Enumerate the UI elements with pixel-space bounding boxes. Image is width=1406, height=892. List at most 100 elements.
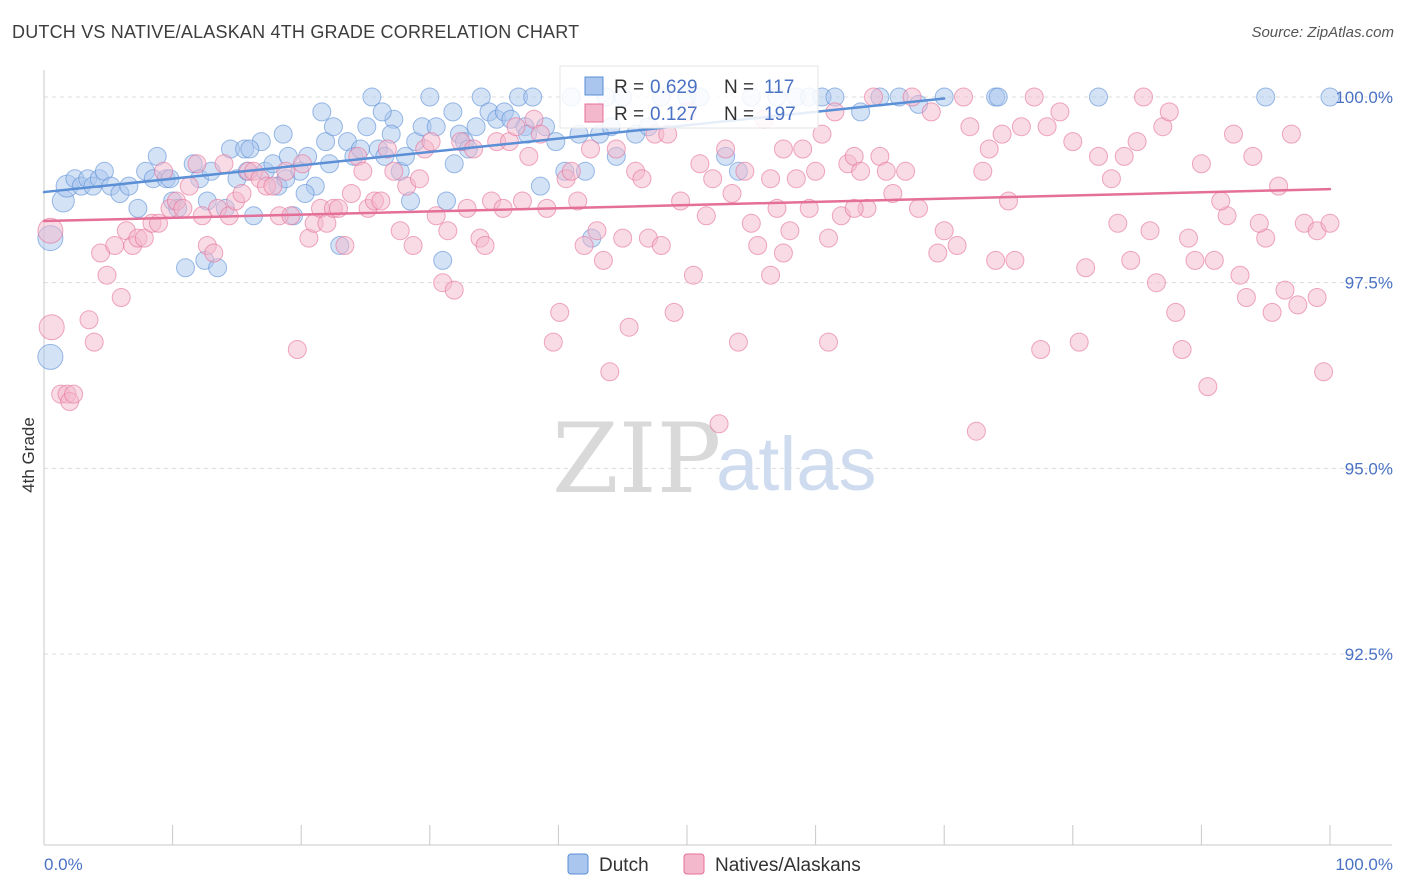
natives-point: [966, 421, 986, 441]
stats-natives-swatch: [584, 103, 604, 123]
natives-point: [1320, 213, 1340, 233]
natives-point: [1146, 273, 1166, 293]
natives-point: [1288, 295, 1308, 315]
natives-point: [1127, 132, 1147, 152]
natives-point: [728, 332, 748, 352]
natives-point: [761, 265, 781, 285]
natives-point: [999, 191, 1018, 211]
natives-point: [1140, 221, 1160, 241]
natives-point: [1191, 154, 1211, 174]
y-tick-label: 97.5%: [1345, 274, 1393, 293]
natives-point: [909, 198, 928, 218]
natives-point: [696, 206, 716, 226]
natives-point: [154, 161, 174, 181]
natives-point: [403, 236, 423, 255]
y-axis-label: 4th Grade: [19, 417, 38, 493]
stats-dutch-r-label: R =: [614, 77, 644, 98]
natives-point: [1172, 340, 1192, 359]
natives-point: [992, 124, 1012, 144]
dutch-point: [1089, 87, 1108, 107]
dutch-point: [357, 117, 377, 137]
natives-point: [1159, 102, 1179, 122]
natives-point: [1224, 124, 1243, 144]
natives-point: [1069, 332, 1089, 352]
natives-point: [864, 87, 883, 107]
natives-point: [741, 213, 761, 233]
natives-point: [690, 154, 710, 174]
natives-point: [232, 184, 252, 203]
natives-point: [214, 154, 234, 174]
stats-dutch-n-label: N =: [724, 77, 754, 98]
natives-point: [1236, 288, 1256, 307]
natives-point: [1011, 117, 1031, 137]
natives-point: [934, 221, 954, 241]
natives-point: [593, 250, 613, 270]
legend-dutch-label[interactable]: Dutch: [599, 855, 649, 876]
natives-point: [1114, 146, 1134, 166]
natives-point: [37, 217, 64, 244]
natives-point: [421, 132, 441, 152]
dutch-point: [530, 176, 550, 196]
natives-point: [851, 161, 871, 181]
natives-point: [1307, 288, 1327, 307]
dutch-point: [362, 87, 382, 107]
dutch-point: [443, 102, 463, 122]
natives-point: [1037, 117, 1057, 137]
natives-point: [632, 169, 652, 189]
natives-point: [780, 221, 800, 241]
natives-point: [947, 236, 967, 255]
natives-point: [134, 228, 154, 248]
y-tick-label: 92.5%: [1345, 645, 1393, 664]
natives-point: [1314, 362, 1334, 382]
legend-natives-label[interactable]: Natives/Alaskans: [715, 855, 861, 876]
dutch-point: [546, 132, 566, 152]
natives-point: [64, 384, 84, 404]
natives-point: [928, 243, 948, 263]
natives-point: [683, 265, 703, 285]
natives-point: [587, 221, 607, 241]
legend-dutch-swatch[interactable]: [567, 853, 589, 875]
dutch-point: [444, 154, 464, 174]
dutch-point: [37, 343, 64, 370]
natives-point: [173, 198, 193, 218]
dutch-point: [323, 117, 343, 137]
stats-dutch-swatch: [584, 76, 604, 96]
natives-point: [1204, 250, 1224, 270]
natives-point: [335, 236, 355, 255]
stats-box: R = 0.629 N = 117 R = 0.127 N = 197: [559, 65, 819, 129]
natives-point: [1005, 250, 1025, 270]
natives-point: [1063, 132, 1083, 152]
natives-point: [722, 184, 742, 203]
natives-point: [79, 310, 99, 330]
legend-natives-swatch[interactable]: [683, 853, 705, 875]
legend: Dutch Natives/Alaskans: [567, 853, 861, 876]
dutch-point: [273, 124, 293, 144]
natives-point: [799, 198, 819, 218]
natives-point: [1179, 228, 1198, 248]
natives-point: [793, 139, 813, 159]
natives-point: [1108, 213, 1128, 233]
tick-labels: 100.0% 97.5% 95.0% 92.5% 0.0% 100.0%: [44, 88, 1393, 874]
dutch-point: [471, 87, 491, 107]
natives-point: [187, 154, 207, 174]
natives-point: [703, 169, 723, 189]
natives-point: [1230, 265, 1250, 285]
dutch-point: [372, 102, 392, 122]
natives-point: [457, 198, 477, 218]
dutch-point: [176, 258, 195, 278]
watermark-atlas: atlas: [716, 422, 877, 507]
natives-point: [1050, 102, 1070, 122]
natives-point: [735, 161, 755, 181]
stats-dutch-r: 0.629: [650, 77, 698, 98]
dutch-point: [240, 139, 260, 159]
dutch-point: [523, 87, 543, 107]
source-credit: Source: ZipAtlas.com: [1251, 24, 1394, 41]
natives-point: [204, 243, 224, 263]
dutch-point: [466, 117, 486, 137]
natives-point: [1185, 250, 1205, 270]
natives-point: [954, 87, 973, 107]
y-tick-label: 95.0%: [1345, 459, 1393, 478]
natives-point: [568, 191, 588, 211]
y-tick-label: 100.0%: [1335, 88, 1393, 107]
data-points: [37, 87, 1340, 441]
